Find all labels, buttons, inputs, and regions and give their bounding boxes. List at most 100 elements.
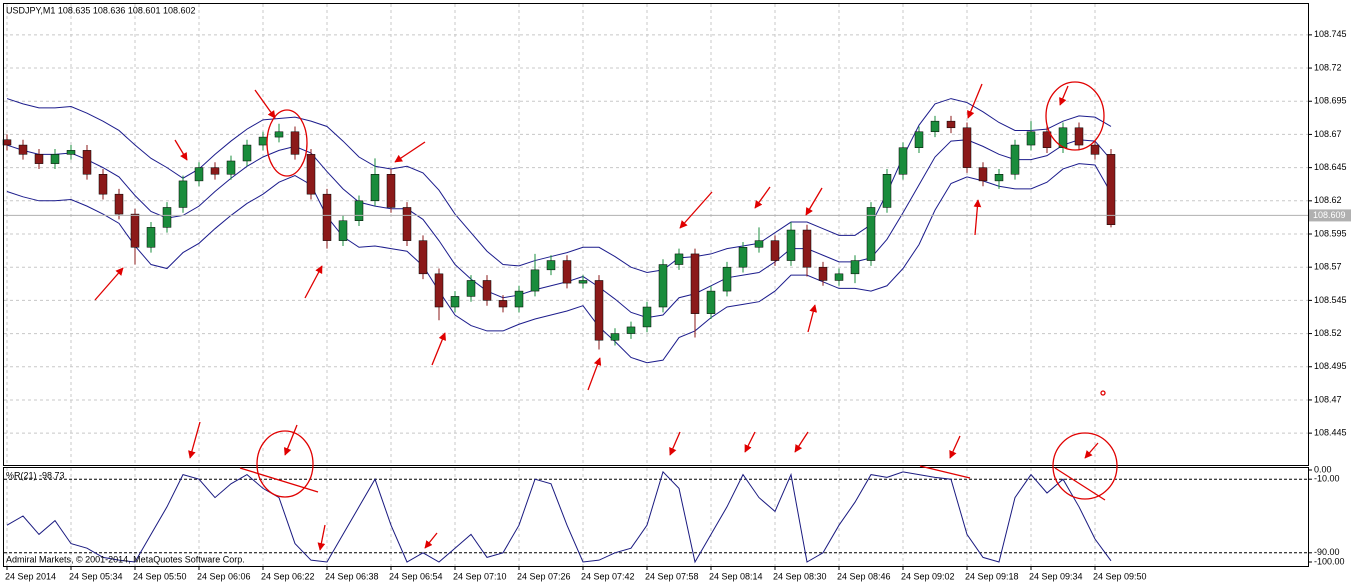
candle-body bbox=[866, 207, 876, 261]
candle-body bbox=[498, 300, 508, 308]
x-tick-label: 24 Sep 09:34 bbox=[1029, 571, 1083, 581]
y-tick-label: 108.72 bbox=[1314, 62, 1342, 72]
x-tick-label: 24 Sep 09:50 bbox=[1093, 571, 1147, 581]
candle-body bbox=[658, 264, 668, 308]
candle-body bbox=[754, 240, 764, 248]
arrow bbox=[754, 186, 771, 209]
candle-body bbox=[130, 213, 140, 248]
watermark: Admiral Markets, © 2001-2014, MetaQuotes… bbox=[6, 554, 245, 564]
candle-body bbox=[98, 174, 108, 195]
arrow bbox=[94, 267, 124, 301]
candle-body bbox=[722, 266, 732, 292]
candle-body bbox=[402, 207, 412, 241]
arrow bbox=[283, 424, 298, 456]
candle-body bbox=[882, 174, 892, 208]
x-tick-label: 24 Sep 08:14 bbox=[709, 571, 763, 581]
arrow bbox=[807, 304, 818, 333]
plot-layer bbox=[2, 4, 1312, 570]
arrow bbox=[587, 357, 602, 391]
circle bbox=[1045, 81, 1105, 151]
band-middle bbox=[6, 139, 1112, 319]
candle-body bbox=[82, 150, 92, 175]
arrow bbox=[949, 435, 961, 459]
arrow bbox=[669, 431, 681, 456]
y-tick-label: 108.47 bbox=[1314, 394, 1342, 404]
candle-body bbox=[338, 220, 348, 241]
candle-body bbox=[322, 193, 332, 241]
candle-body bbox=[530, 269, 540, 292]
band-lower bbox=[6, 163, 1112, 364]
y-tick-label: -10.00 bbox=[1314, 474, 1340, 484]
arrow bbox=[254, 89, 276, 119]
candle-body bbox=[2, 139, 12, 146]
candle-body bbox=[210, 167, 220, 175]
candle-body bbox=[834, 273, 844, 281]
candle-body bbox=[978, 167, 988, 182]
candle-body bbox=[706, 290, 716, 314]
y-tick-label: 108.57 bbox=[1314, 262, 1342, 272]
candle-body bbox=[770, 240, 780, 261]
candle-body bbox=[114, 193, 124, 215]
x-tick-label: 24 Sep 05:50 bbox=[133, 571, 187, 581]
arrow bbox=[304, 265, 323, 299]
candle-body bbox=[962, 127, 972, 168]
candle-body bbox=[434, 273, 444, 308]
candle-body bbox=[194, 167, 204, 182]
candle-body bbox=[786, 229, 796, 261]
arrow bbox=[973, 199, 982, 236]
candle-body bbox=[594, 280, 604, 341]
candle-body bbox=[1106, 154, 1116, 225]
dot bbox=[1100, 390, 1106, 396]
candle-body bbox=[946, 120, 956, 129]
candle-body bbox=[642, 306, 652, 328]
y-tick-label: -90.00 bbox=[1314, 547, 1340, 557]
y-tick-label: 0.00 bbox=[1314, 464, 1332, 474]
annotations bbox=[94, 81, 1118, 551]
candle-body bbox=[34, 154, 44, 164]
arrow bbox=[744, 431, 756, 453]
candle-body bbox=[258, 136, 268, 146]
y-tick-label: 108.695 bbox=[1314, 96, 1347, 106]
candle-body bbox=[66, 150, 76, 155]
candle-body bbox=[418, 240, 428, 275]
candle-body bbox=[738, 247, 748, 268]
arrow bbox=[679, 191, 713, 229]
x-tick-label: 24 Sep 06:06 bbox=[197, 571, 251, 581]
arrow bbox=[431, 332, 446, 366]
circle bbox=[256, 430, 314, 498]
candle-body bbox=[610, 333, 620, 341]
candle-body bbox=[450, 296, 460, 308]
candle-body bbox=[802, 229, 812, 268]
arrow bbox=[1059, 85, 1069, 106]
arrow bbox=[1084, 442, 1099, 459]
candle-body bbox=[1026, 131, 1036, 146]
x-tick-label: 24 Sep 06:38 bbox=[325, 571, 379, 581]
x-tick-label: 24 Sep 07:26 bbox=[517, 571, 571, 581]
circle bbox=[1052, 432, 1118, 500]
trend-line bbox=[919, 465, 971, 479]
main-frame bbox=[3, 3, 1309, 466]
arrow bbox=[188, 421, 201, 459]
candle-body bbox=[578, 280, 588, 284]
candle-body bbox=[146, 227, 156, 248]
candle-body bbox=[226, 160, 236, 175]
candle-body bbox=[1074, 127, 1084, 146]
candle-body bbox=[994, 174, 1004, 182]
x-tick-label: 24 Sep 09:18 bbox=[965, 571, 1019, 581]
candle-body bbox=[850, 260, 860, 275]
candle-body bbox=[674, 253, 684, 265]
candle-body bbox=[914, 131, 924, 148]
indicator-title: %R(21) -98.73 bbox=[6, 470, 65, 480]
y-tick-label: 108.545 bbox=[1314, 295, 1347, 305]
candle-body bbox=[370, 174, 380, 202]
x-tick-label: 24 Sep 08:30 bbox=[773, 571, 827, 581]
price-label: 108.609 bbox=[1313, 210, 1346, 220]
candle-body bbox=[354, 200, 364, 221]
band-upper bbox=[6, 98, 1112, 274]
arrow bbox=[317, 524, 326, 551]
y-tick-label: 108.445 bbox=[1314, 428, 1347, 438]
candle-body bbox=[546, 260, 556, 271]
x-tick-label: 24 Sep 09:02 bbox=[901, 571, 955, 581]
